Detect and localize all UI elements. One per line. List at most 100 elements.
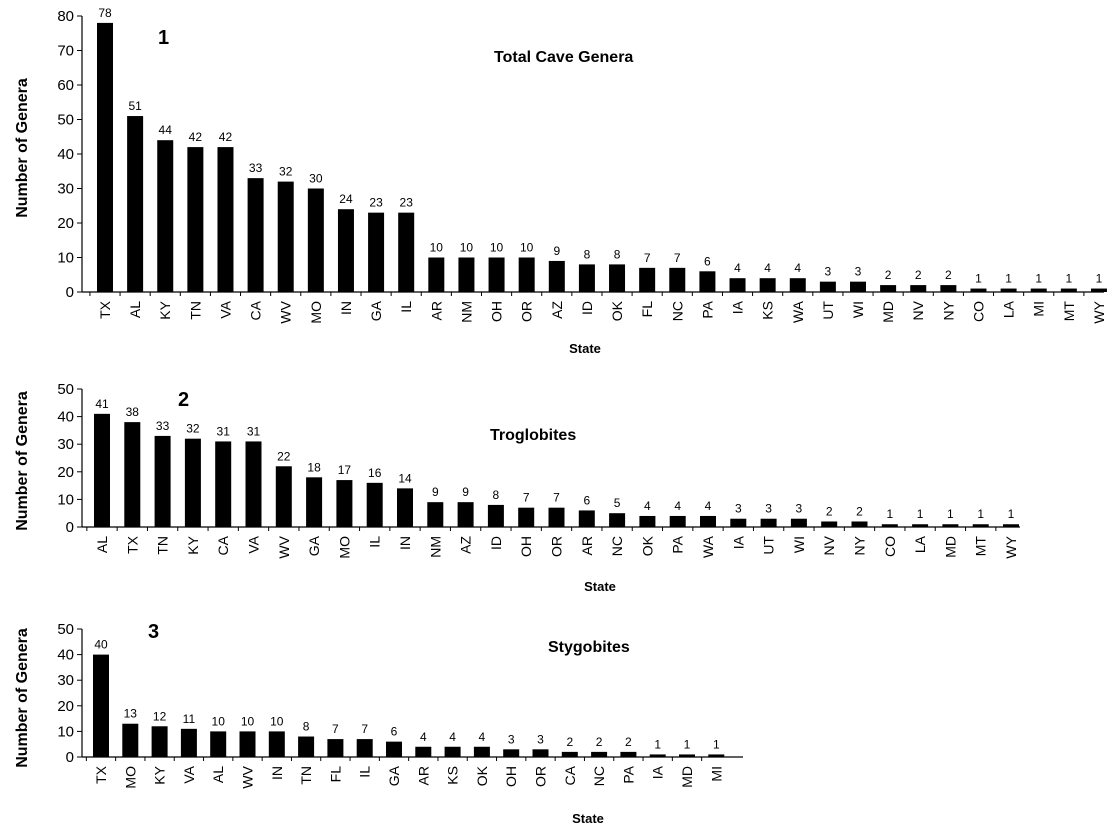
bar xyxy=(789,278,806,292)
bar xyxy=(457,502,474,527)
bar xyxy=(940,285,957,292)
data-label: 6 xyxy=(391,725,398,739)
data-label: 8 xyxy=(584,247,591,261)
data-label: 38 xyxy=(126,405,140,419)
bar xyxy=(609,264,626,292)
bar xyxy=(306,477,323,527)
bar xyxy=(880,285,897,292)
category-label: OR xyxy=(549,536,565,557)
bar xyxy=(368,212,385,292)
category-label: NV xyxy=(821,535,837,555)
data-label: 3 xyxy=(508,732,515,746)
category-label: AL xyxy=(127,301,143,318)
bar xyxy=(487,504,504,527)
data-label: 1 xyxy=(947,507,954,521)
data-label: 7 xyxy=(361,722,368,736)
category-label: VA xyxy=(217,300,233,318)
category-label: OK xyxy=(609,300,625,321)
bar xyxy=(127,116,144,292)
category-label: AZ xyxy=(549,301,565,319)
y-tick-label: 40 xyxy=(57,409,74,426)
panel-number: 1 xyxy=(158,27,169,49)
data-label: 9 xyxy=(553,244,560,258)
data-label: 2 xyxy=(915,268,922,282)
bar xyxy=(398,212,415,292)
category-label: UT xyxy=(761,536,777,555)
category-label: NC xyxy=(591,766,607,786)
bar xyxy=(518,257,535,292)
category-label: WI xyxy=(850,301,866,318)
category-label: CA xyxy=(215,535,231,555)
category-label: GA xyxy=(306,535,322,556)
data-label: 51 xyxy=(128,99,142,113)
category-label: OH xyxy=(489,301,505,322)
data-label: 7 xyxy=(523,491,530,505)
category-label: CA xyxy=(248,300,264,320)
bar xyxy=(912,524,929,527)
data-label: 4 xyxy=(644,499,651,513)
data-label: 78 xyxy=(98,6,112,20)
data-label: 10 xyxy=(270,714,284,728)
data-label: 3 xyxy=(735,502,742,516)
bar xyxy=(1060,288,1077,292)
bar xyxy=(386,741,402,757)
category-label: TN xyxy=(298,766,314,785)
category-label: NM xyxy=(458,301,474,323)
data-label: 1 xyxy=(1035,272,1042,286)
category-label: AR xyxy=(579,536,595,555)
bar xyxy=(729,278,746,292)
category-label: TX xyxy=(97,300,113,319)
bar xyxy=(187,147,204,292)
data-label: 7 xyxy=(644,251,651,265)
x-axis-label: State xyxy=(569,341,601,356)
category-label: OR xyxy=(533,766,549,787)
data-label: 7 xyxy=(674,251,681,265)
category-label: LA xyxy=(1001,300,1017,318)
category-label: WV xyxy=(276,535,292,558)
bar xyxy=(427,502,444,527)
category-label: MD xyxy=(679,766,695,788)
data-label: 4 xyxy=(449,730,456,744)
chart-title: Stygobites xyxy=(548,639,630,656)
bar xyxy=(415,746,432,757)
y-tick-label: 60 xyxy=(57,77,74,94)
bar xyxy=(700,515,716,527)
y-tick-label: 10 xyxy=(57,491,74,508)
panel-number: 3 xyxy=(148,621,159,643)
bar xyxy=(458,257,475,292)
category-label: FL xyxy=(327,766,343,783)
category-label: WV xyxy=(278,300,294,323)
data-label: 4 xyxy=(794,261,801,275)
data-label: 1 xyxy=(977,507,984,521)
category-label: MO xyxy=(122,766,138,789)
bar xyxy=(578,264,595,292)
category-label: WY xyxy=(1003,535,1019,558)
category-label: IN xyxy=(397,536,413,550)
bar xyxy=(609,513,626,527)
bar xyxy=(217,147,234,292)
category-label: MI xyxy=(1031,301,1047,317)
bar xyxy=(790,518,807,527)
bar xyxy=(336,480,353,527)
data-label: 4 xyxy=(420,730,427,744)
category-label: KY xyxy=(157,300,173,319)
bar xyxy=(154,435,171,527)
data-label: 13 xyxy=(124,707,138,721)
y-tick-label: 40 xyxy=(57,647,74,664)
y-tick-label: 30 xyxy=(57,181,74,198)
bar xyxy=(268,731,285,757)
category-label: AR xyxy=(428,301,444,320)
data-label: 24 xyxy=(339,192,353,206)
bar xyxy=(518,507,535,527)
bar xyxy=(679,754,695,757)
data-label: 2 xyxy=(596,735,603,749)
data-label: 2 xyxy=(945,268,952,282)
data-label: 3 xyxy=(855,265,862,279)
y-tick-label: 0 xyxy=(66,749,74,766)
category-label: LA xyxy=(912,535,928,553)
category-label: WI xyxy=(791,536,807,553)
category-label: PA xyxy=(620,765,636,783)
data-label: 14 xyxy=(398,471,412,485)
data-label: 23 xyxy=(400,196,414,210)
data-label: 16 xyxy=(368,466,382,480)
